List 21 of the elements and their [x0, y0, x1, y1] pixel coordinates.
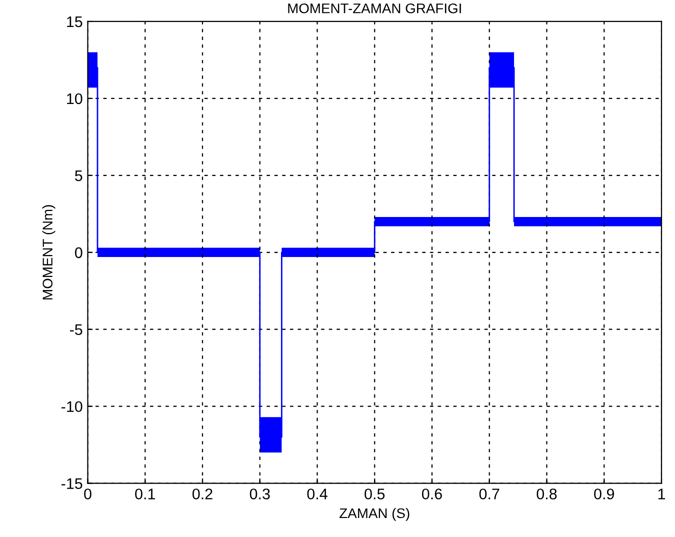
x-tick-label: 0.5: [364, 488, 385, 500]
x-tick-label: 0.7: [479, 488, 500, 500]
y-tick-label: -15: [61, 478, 82, 489]
y-tick-label: 15: [67, 16, 82, 28]
x-tick-label: 0.9: [594, 488, 614, 500]
y-tick-label: -5: [70, 324, 82, 336]
x-tick-label: 0.1: [135, 488, 155, 500]
x-tick-label: 1: [658, 488, 666, 500]
x-tick-label: 0.4: [307, 488, 328, 500]
x-axis-title: ZAMAN (S): [340, 508, 410, 521]
y-tick-label: -10: [61, 401, 82, 412]
x-tick-label: 0: [84, 488, 92, 500]
y-axis-title: MOMENT (Nm): [42, 205, 56, 300]
chart-title: MOMENT-ZAMAN GRAFIGI: [288, 3, 461, 14]
y-tick-label: 0: [74, 247, 82, 258]
x-tick-label: 0.2: [192, 488, 212, 500]
x-tick-label: 0.8: [536, 488, 557, 500]
y-tick-label: 10: [67, 93, 82, 104]
x-tick-label: 0.3: [250, 488, 270, 500]
y-tick-label: 5: [75, 170, 82, 182]
x-tick-label: 0.6: [422, 488, 442, 500]
